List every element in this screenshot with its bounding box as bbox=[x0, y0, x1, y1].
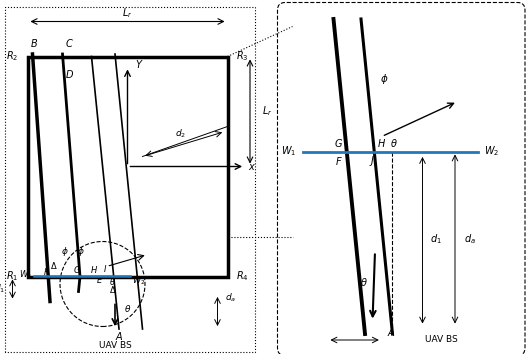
Text: $\phi$: $\phi$ bbox=[77, 245, 85, 258]
Text: $R_1$: $R_1$ bbox=[6, 270, 18, 284]
Text: $W_2$: $W_2$ bbox=[484, 144, 498, 158]
Text: $\phi$: $\phi$ bbox=[380, 72, 388, 86]
Text: $C$: $C$ bbox=[65, 37, 74, 49]
Text: $H$: $H$ bbox=[377, 137, 386, 148]
Text: $d_1$: $d_1$ bbox=[0, 283, 5, 295]
Text: $W_2$: $W_2$ bbox=[133, 274, 146, 287]
Text: $R_3$: $R_3$ bbox=[237, 50, 249, 63]
Text: $J$: $J$ bbox=[369, 154, 375, 167]
Text: $\theta$: $\theta$ bbox=[390, 137, 398, 148]
Text: $L_r$: $L_r$ bbox=[122, 6, 133, 20]
Text: $H$: $H$ bbox=[90, 264, 98, 275]
Text: $\theta$: $\theta$ bbox=[124, 303, 131, 314]
Text: $R_2$: $R_2$ bbox=[6, 50, 18, 63]
Text: $G$: $G$ bbox=[73, 264, 81, 275]
Text: $D$: $D$ bbox=[65, 68, 74, 80]
Text: $W_1$: $W_1$ bbox=[281, 144, 297, 158]
Text: UAV BS: UAV BS bbox=[425, 336, 458, 344]
Text: $Y$: $Y$ bbox=[135, 58, 144, 70]
Text: UAV BS: UAV BS bbox=[99, 341, 131, 349]
Text: $R_4$: $R_4$ bbox=[237, 270, 249, 284]
Text: $d_1$: $d_1$ bbox=[430, 232, 442, 246]
Text: $\phi$: $\phi$ bbox=[61, 245, 69, 258]
Text: $W_1$: $W_1$ bbox=[19, 268, 33, 281]
Text: $\theta$: $\theta$ bbox=[360, 275, 367, 287]
Text: $\theta$: $\theta$ bbox=[109, 276, 116, 287]
Text: $F$: $F$ bbox=[335, 154, 343, 166]
Text: $E$: $E$ bbox=[96, 274, 103, 285]
Text: $x$: $x$ bbox=[249, 161, 257, 171]
Text: $\Delta$: $\Delta$ bbox=[109, 284, 116, 295]
Text: $\Delta$: $\Delta$ bbox=[50, 260, 58, 271]
Text: $d_2$: $d_2$ bbox=[175, 128, 186, 140]
Text: $B$: $B$ bbox=[30, 37, 38, 49]
Text: $G$: $G$ bbox=[334, 137, 343, 148]
Text: $A$: $A$ bbox=[115, 331, 123, 343]
Text: $F$: $F$ bbox=[43, 266, 50, 277]
Text: $A$: $A$ bbox=[388, 325, 396, 337]
Text: $d_a$: $d_a$ bbox=[464, 232, 476, 246]
Text: $I$: $I$ bbox=[103, 263, 107, 274]
Text: $d_a$: $d_a$ bbox=[225, 291, 236, 304]
Text: $L_r$: $L_r$ bbox=[262, 104, 273, 118]
